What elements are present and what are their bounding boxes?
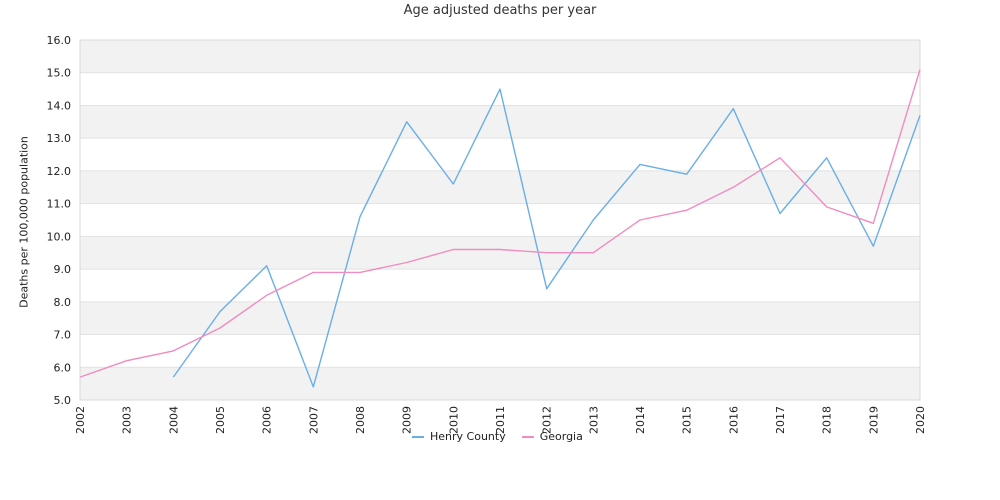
grid-band: [80, 40, 920, 73]
x-tick-label: 2003: [121, 406, 134, 434]
legend-item-georgia[interactable]: Georgia: [521, 430, 583, 443]
y-tick-label: 7.0: [54, 329, 72, 342]
x-tick-label: 2007: [307, 406, 320, 434]
grid-band: [80, 367, 920, 400]
y-tick-label: 10.0: [47, 230, 72, 243]
chart-title: Age adjusted deaths per year: [403, 3, 597, 18]
x-tick-label: 2006: [261, 406, 274, 434]
grid-band: [80, 170, 920, 204]
grid-band: [80, 105, 920, 139]
y-tick-label: 13.0: [47, 132, 72, 145]
grid-band: [80, 236, 920, 270]
plot-border: [79, 39, 921, 401]
x-tick-label: 2019: [867, 406, 880, 434]
x-tick-label: 2015: [681, 406, 694, 434]
x-tick-label: 2005: [214, 406, 227, 434]
y-tick-label: 11.0: [47, 198, 72, 211]
y-tick-label: 6.0: [54, 361, 72, 374]
legend: Henry County Georgia: [412, 430, 583, 443]
x-tick-label: 2011: [494, 406, 507, 434]
x-tick-label: 2017: [774, 406, 787, 434]
x-tick-label: 2013: [587, 406, 600, 434]
series-line-henry-county: [172, 88, 921, 388]
x-tick-label: 2016: [727, 406, 740, 434]
y-tick-label: 8.0: [54, 296, 72, 309]
x-tick-label: 2002: [74, 406, 87, 434]
y-tick-label: 16.0: [47, 34, 72, 47]
x-tick-label: 2009: [401, 406, 414, 434]
legend-label-georgia: Georgia: [539, 430, 583, 443]
y-tick-label: 9.0: [54, 263, 72, 276]
x-tick-label: 2020: [914, 406, 927, 434]
legend-item-henry-county[interactable]: Henry County: [412, 430, 506, 443]
y-tick-label: 5.0: [54, 394, 72, 407]
x-tick-label: 2010: [447, 406, 460, 434]
x-tick-label: 2004: [167, 406, 180, 434]
x-tick-label: 2008: [354, 406, 367, 434]
legend-swatch-henry-county: [412, 435, 424, 438]
y-tick-label: 12.0: [47, 165, 72, 178]
x-tick-label: 2018: [821, 406, 834, 434]
y-tick-label: 14.0: [47, 99, 72, 112]
y-tick-label: 15.0: [47, 67, 72, 80]
x-tick-label: 2012: [541, 406, 554, 434]
legend-swatch-georgia: [521, 435, 534, 438]
x-tick-label: 2014: [634, 406, 647, 434]
grid-band: [80, 301, 920, 335]
legend-label-henry-county: Henry County: [430, 430, 506, 443]
series-line-georgia: [79, 69, 921, 378]
